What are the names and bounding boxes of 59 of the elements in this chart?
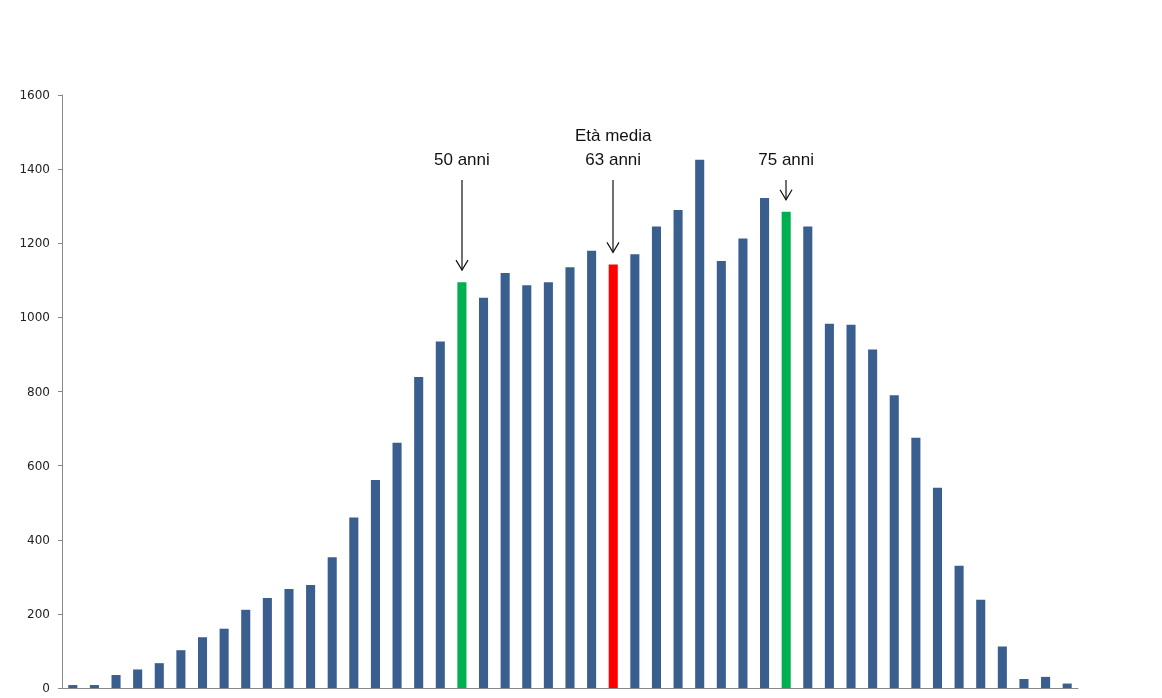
bar [392, 442, 402, 688]
bar [435, 341, 445, 688]
bar [457, 282, 467, 688]
y-tick-label: 800 [27, 384, 50, 399]
bar [111, 675, 121, 688]
annotation: Età media 63 anni [573, 125, 653, 171]
y-tick-label: 0 [42, 681, 50, 695]
bar [781, 211, 791, 688]
bar [197, 637, 208, 688]
bar [716, 261, 726, 688]
bar [414, 377, 424, 688]
bar [1019, 679, 1029, 688]
bar [522, 285, 532, 688]
bar [133, 669, 143, 688]
bar [219, 628, 229, 688]
bar [1041, 676, 1051, 688]
bar [1062, 683, 1072, 688]
annotation: 50 anni [433, 149, 491, 171]
bar [738, 238, 748, 688]
annotation: 75 anni [757, 149, 816, 171]
bar [997, 646, 1007, 688]
bar [68, 685, 78, 688]
bar [954, 565, 964, 688]
bar [846, 324, 856, 688]
bar [306, 584, 316, 688]
bar [932, 487, 943, 688]
bar [630, 254, 640, 688]
bar [889, 395, 899, 688]
y-tick-label: 400 [27, 532, 50, 547]
y-tick-label: 600 [27, 458, 50, 473]
bar [911, 437, 921, 688]
bar [760, 198, 770, 688]
bar [500, 272, 510, 688]
bar [824, 323, 834, 688]
bar [608, 264, 618, 688]
y-tick-label: 1000 [19, 310, 50, 325]
y-tick-label: 1400 [19, 162, 50, 177]
bar [241, 609, 251, 688]
bar [587, 250, 597, 688]
bar [803, 226, 813, 688]
bar [327, 557, 337, 688]
bar [284, 589, 294, 688]
bar [543, 282, 553, 688]
bar [868, 349, 878, 688]
bar [976, 599, 986, 688]
bar [176, 650, 186, 688]
y-tick-label: 200 [27, 606, 50, 621]
y-tick-label: 1200 [19, 236, 50, 251]
bar [349, 517, 359, 688]
bar [262, 597, 272, 688]
bar [154, 663, 164, 688]
bar [370, 480, 380, 688]
bar [673, 209, 683, 688]
y-tick-label: 1600 [19, 88, 50, 102]
bar [695, 159, 705, 688]
bar [478, 297, 489, 688]
bar [565, 267, 575, 688]
bar [651, 226, 662, 688]
bar [89, 685, 99, 688]
